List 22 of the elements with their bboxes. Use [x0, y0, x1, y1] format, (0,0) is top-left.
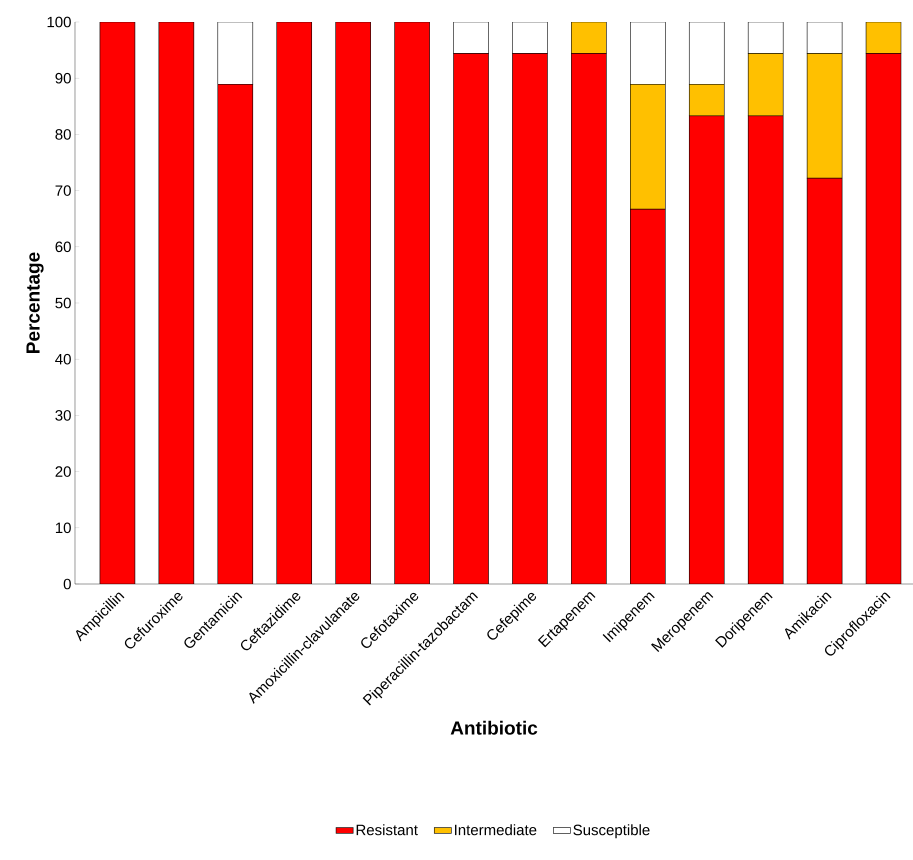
y-tick-label: 50 — [55, 298, 71, 308]
legend-label: Intermediate — [455, 824, 536, 836]
y-tick-label: 100 — [48, 16, 71, 28]
bar — [630, 84, 666, 210]
y-tick-label: 20 — [56, 466, 71, 477]
y-tick-label: 30 — [55, 410, 71, 421]
y-tick-label: 10 — [56, 522, 71, 534]
bar — [806, 53, 842, 179]
bar — [748, 53, 784, 116]
legend-label: Susceptible — [573, 824, 650, 838]
y-tick-label: 40 — [55, 354, 71, 365]
bar — [866, 22, 902, 54]
bar — [571, 22, 607, 54]
y-tick-label: 60 — [56, 241, 71, 252]
y-tick-label: 80 — [55, 129, 71, 140]
y-tick-label: 0 — [64, 578, 71, 590]
bar — [688, 84, 725, 116]
y-tick-label: 70 — [56, 185, 71, 196]
legend-label: Resistant — [356, 824, 418, 836]
x-axis-title: Antibiotic — [450, 720, 538, 735]
y-tick-label: 90 — [55, 72, 71, 84]
y-axis-title: Percentage — [26, 252, 44, 353]
